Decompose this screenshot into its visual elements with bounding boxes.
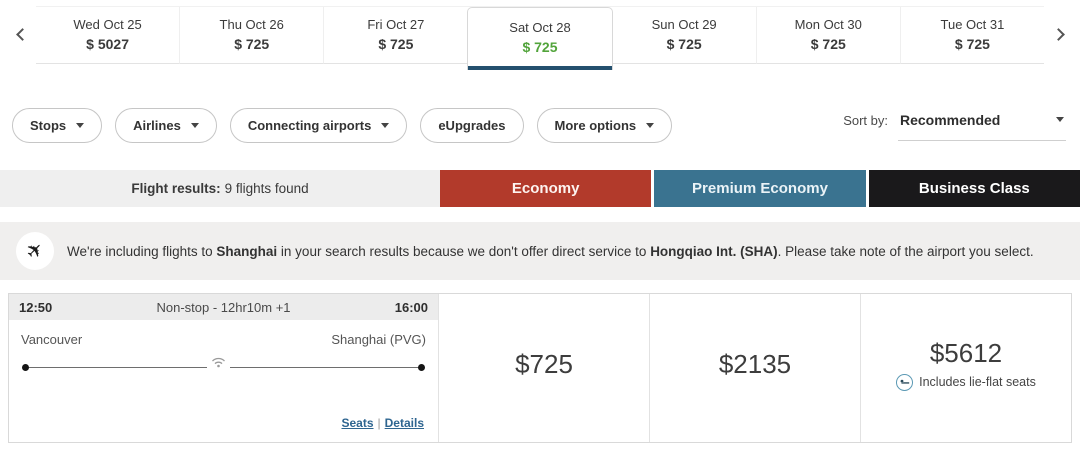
caret-down-icon [76, 122, 85, 128]
flight-times-strip: 12:50 Non-stop - 12hr10m +1 16:00 [9, 294, 438, 320]
date-price: $ 725 [378, 36, 414, 52]
sort-by-label: Sort by: [843, 112, 888, 128]
tab-economy[interactable]: Economy [440, 170, 652, 207]
premium-economy-price: $2135 [718, 348, 792, 379]
date-label: Sun Oct 29 [651, 17, 717, 32]
departure-time: 12:50 [19, 299, 53, 315]
caret-down-icon [646, 122, 655, 128]
more-options-filter-label: More options [554, 117, 637, 133]
airplane-glyph: ✈ [21, 237, 49, 265]
origin-city: Vancouver [21, 332, 83, 347]
date-price: $ 725 [234, 36, 270, 52]
caret-down-icon [381, 122, 390, 128]
flight-itinerary-cell: 12:50 Non-stop - 12hr10m +1 16:00 Vancou… [9, 294, 439, 442]
date-label: Sat Oct 28 [509, 20, 571, 35]
filters-row: Stops Airlines Connecting airports eUpgr… [12, 103, 1066, 147]
lie-flat-note-text: Includes lie-flat seats [919, 375, 1036, 389]
economy-price: $725 [515, 348, 573, 379]
date-price: $ 725 [666, 36, 702, 52]
connecting-airports-filter-button[interactable]: Connecting airports [229, 107, 408, 143]
chevron-left-icon [15, 27, 29, 41]
flight-result-row: 12:50 Non-stop - 12hr10m +1 16:00 Vancou… [8, 293, 1072, 443]
business-price: $5612 [929, 337, 1003, 368]
eupgrades-filter-button[interactable]: eUpgrades [420, 107, 524, 143]
eupgrades-filter-label: eUpgrades [438, 117, 506, 133]
date-price: $ 725 [810, 36, 846, 52]
origin-dot [22, 364, 29, 371]
next-dates-button[interactable] [1044, 6, 1072, 62]
notice-destination-city: Shanghai [216, 243, 278, 259]
selected-tab-underline [468, 66, 612, 70]
seats-link[interactable]: Seats [341, 416, 374, 430]
notice-text-part: . Please take note of the airport you se… [777, 243, 1034, 259]
flight-results-count-text: 9 flights found [224, 181, 309, 196]
details-link[interactable]: Details [384, 416, 424, 430]
more-options-filter-button[interactable]: More options [536, 107, 673, 143]
date-tab-thu-oct-26[interactable]: Thu Oct 26 $ 725 [179, 7, 324, 64]
notice-requested-airport: Hongqiao Int. (SHA) [650, 243, 778, 259]
airplane-icon: ✈ [16, 232, 54, 270]
lie-flat-seat-icon [896, 373, 914, 391]
stops-filter-button[interactable]: Stops [12, 107, 103, 143]
date-price: $ 5027 [86, 36, 129, 52]
date-tab-mon-oct-30[interactable]: Mon Oct 30 $ 725 [755, 7, 900, 64]
date-tab-fri-oct-27[interactable]: Fri Oct 27 $ 725 [323, 7, 468, 64]
airlines-filter-label: Airlines [133, 117, 181, 133]
date-tab-tue-oct-31[interactable]: Tue Oct 31 $ 725 [899, 7, 1044, 64]
business-price-cell[interactable]: $5612 Includes lie-flat seats [861, 294, 1071, 442]
connecting-airports-filter-label: Connecting airports [247, 117, 372, 133]
flight-results-count: Flight results: 9 flights found [0, 170, 440, 207]
caret-down-icon [1056, 117, 1064, 122]
airlines-filter-button[interactable]: Airlines [115, 107, 217, 143]
notice-text-part: in your search results because we don't … [277, 243, 651, 259]
business-class-tab-label: Business Class [918, 180, 1030, 197]
economy-tab-label: Economy [511, 180, 580, 197]
chevron-right-icon [1051, 27, 1065, 41]
date-label: Fri Oct 27 [367, 17, 425, 32]
tab-premium-economy[interactable]: Premium Economy [654, 170, 866, 207]
airport-notice-text: We're including flights to Shanghai in y… [67, 242, 1034, 261]
tab-business-class[interactable]: Business Class [868, 170, 1080, 207]
date-tab-wed-oct-25[interactable]: Wed Oct 25 $ 5027 [36, 7, 180, 64]
route-cities: Vancouver Shanghai (PVG) [9, 320, 438, 347]
premium-economy-tab-label: Premium Economy [692, 180, 828, 197]
sort-select[interactable]: Recommended [898, 110, 1066, 141]
flight-results-label: Flight results: [131, 181, 221, 196]
wifi-icon [207, 355, 231, 373]
arrival-time: 16:00 [394, 299, 428, 315]
stops-filter-label: Stops [30, 117, 67, 133]
premium-economy-price-cell[interactable]: $2135 [650, 294, 861, 442]
notice-text-part: We're including flights to [67, 243, 217, 259]
date-tabs: Wed Oct 25 $ 5027 Thu Oct 26 $ 725 Fri O… [36, 6, 1044, 70]
results-bar: Flight results: 9 flights found Economy … [0, 170, 1080, 207]
sort-area: Sort by: Recommended [843, 110, 1066, 141]
date-tab-sat-oct-28-selected[interactable]: Sat Oct 28 $ 725 [467, 7, 613, 70]
route-graphic [22, 355, 425, 374]
date-label: Wed Oct 25 [73, 17, 142, 32]
date-price: $ 725 [522, 39, 558, 55]
links-separator: | [377, 416, 381, 430]
cabin-tabs: Economy Premium Economy Business Class [440, 170, 1080, 207]
date-price: $ 725 [954, 36, 990, 52]
business-note: Includes lie-flat seats [896, 373, 1036, 391]
date-strip: Wed Oct 25 $ 5027 Thu Oct 26 $ 725 Fri O… [8, 6, 1072, 72]
flight-links: Seats | Details [341, 416, 424, 430]
airport-notice-banner: ✈ We're including flights to Shanghai in… [0, 222, 1080, 280]
destination-city: Shanghai (PVG) [331, 332, 426, 347]
prev-dates-button[interactable] [8, 6, 36, 62]
date-tab-sun-oct-29[interactable]: Sun Oct 29 $ 725 [612, 7, 756, 64]
date-label: Mon Oct 30 [794, 17, 862, 32]
destination-dot [418, 364, 425, 371]
economy-price-cell[interactable]: $725 [439, 294, 650, 442]
stops-and-duration: Non-stop - 12hr10m +1 [156, 299, 291, 315]
date-label: Thu Oct 26 [219, 17, 284, 32]
sort-selected-value: Recommended [900, 111, 1001, 128]
caret-down-icon [190, 122, 199, 128]
date-label: Tue Oct 31 [940, 17, 1005, 32]
